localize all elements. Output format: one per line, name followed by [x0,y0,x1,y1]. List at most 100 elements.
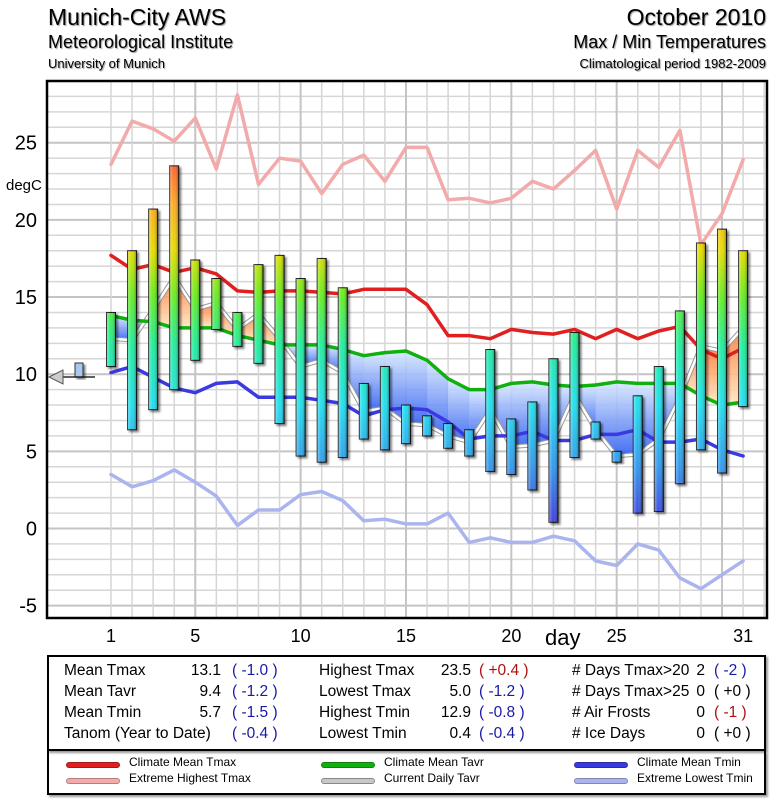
day-bar [653,365,664,513]
stat-value: 2 [696,662,705,679]
stat-value: 23.5 [440,662,471,679]
stat-value: 0 [696,683,705,700]
cold-anomaly-fill [342,349,364,412]
day-bar-shade [253,264,263,364]
x-axis-label: day [545,625,580,650]
stat-anomaly: ( +0 ) [714,725,751,742]
y-tick-label: 5 [26,441,37,463]
day-bar [569,332,580,459]
legend-label: Current Daily Tavr [384,771,480,785]
day-bar [400,404,411,445]
day-bar [548,358,559,523]
day-bar [232,311,243,347]
x-tick-labels: 1 5 10 15 20 25 31 [106,626,753,646]
plot-border [45,79,769,620]
day-bar [169,165,180,391]
legend-swatch [574,762,628,768]
legend-label: Climate Mean Tmax [129,755,237,769]
day-bar [148,208,159,411]
y-tick-label: 0 [26,519,37,541]
warm-anomaly-fill [700,346,723,406]
legend: Climate Mean Tmax Extreme Highest Tmax Cli… [47,751,766,795]
legend-swatch [66,778,120,784]
legend-swatch [66,762,120,768]
stat-label: Mean Tmin [64,704,142,721]
stat-value: 9.4 [199,683,221,700]
cold-anomaly-fill [111,315,133,341]
day-bar [253,264,264,364]
legend-swatch [321,762,375,768]
stat-value: 5.0 [449,683,471,700]
x-tick-label: 1 [106,626,116,646]
day-bar [274,254,285,425]
day-bar-shade [190,260,200,361]
line-extreme-highest-tmax [109,93,745,247]
day-bar [632,395,643,514]
tanom-marker [47,362,95,385]
day-bar [295,278,306,457]
period-title: Climatological period 1982-2009 [579,56,766,71]
stat-anomaly: ( -1.2 ) [232,683,278,700]
legend-label: Extreme Highest Tmax [129,771,251,785]
day-bar [485,349,496,472]
legend-label: Climate Mean Tavr [384,755,484,769]
month-title: October 2010 [626,4,766,30]
stat-anomaly: ( +0 ) [714,683,751,700]
stat-value: 12.9 [440,704,471,721]
day-bar-shade [127,250,137,430]
day-bar-shade [169,165,179,390]
cold-anomaly-fill [384,351,406,424]
day-bar [127,250,138,431]
day-bar-shade [717,229,727,473]
day-bar-shade [696,243,706,450]
statistics-panel: Mean Tmax 13.1 ( -1.0 ) Mean Tavr 9.4 ( -1.2 … [47,655,766,751]
day-bar [674,310,685,485]
legend-swatch [321,778,375,784]
y-tick-label: 20 [15,210,37,232]
day-bar-shade [275,255,285,424]
cold-anomaly-fill [616,381,638,456]
day-bar [695,242,706,451]
day-bar-shade [106,312,116,367]
day-bar [506,418,517,475]
tanom-arrow-icon [47,369,64,385]
day-bar [422,415,433,437]
stat-label: Highest Tmax [319,662,415,679]
station-title: Munich-City AWS [48,4,227,30]
day-bar-shade [570,332,580,458]
day-bar-shade [633,395,643,514]
day-bar [464,429,475,457]
day-bar-shade [296,278,306,456]
institute-title: Meteorological Institute [48,32,234,52]
stat-value: 5.7 [199,704,221,721]
x-tick-label: 10 [291,626,311,646]
day-bar [190,259,201,361]
stat-label: # Days Tmax>20 [572,662,690,679]
stat-value: 0 [696,704,705,721]
line-climate-mean-tmax [109,253,745,361]
x-tick-label: 25 [607,626,627,646]
stat-anomaly: ( -2 ) [714,662,747,679]
y-tick-label: 25 [15,133,37,155]
cold-anomaly-fill [532,381,554,446]
chart-subtitle: Max / Min Temperatures [573,32,766,52]
day-bar-shade [317,258,327,463]
day-bar [738,250,749,408]
day-bar-shade [612,451,622,463]
day-bar-shade [675,310,685,484]
stat-value: 13.1 [190,662,221,679]
y-axis-label: degC [6,177,42,194]
day-bar [443,423,454,449]
line-extreme-lowest-tmin [109,468,745,591]
day-bar-shade [738,250,748,407]
day-bar [358,382,369,440]
day-bar-shade [527,401,537,490]
tanom-bar [74,362,84,378]
x-tick-label: 20 [501,626,521,646]
cold-anomaly-fill [469,389,491,443]
day-bar-shade [548,358,558,523]
university-title: University of Munich [48,56,166,71]
day-bar-shade [485,349,495,472]
day-bar-shade [506,418,516,475]
